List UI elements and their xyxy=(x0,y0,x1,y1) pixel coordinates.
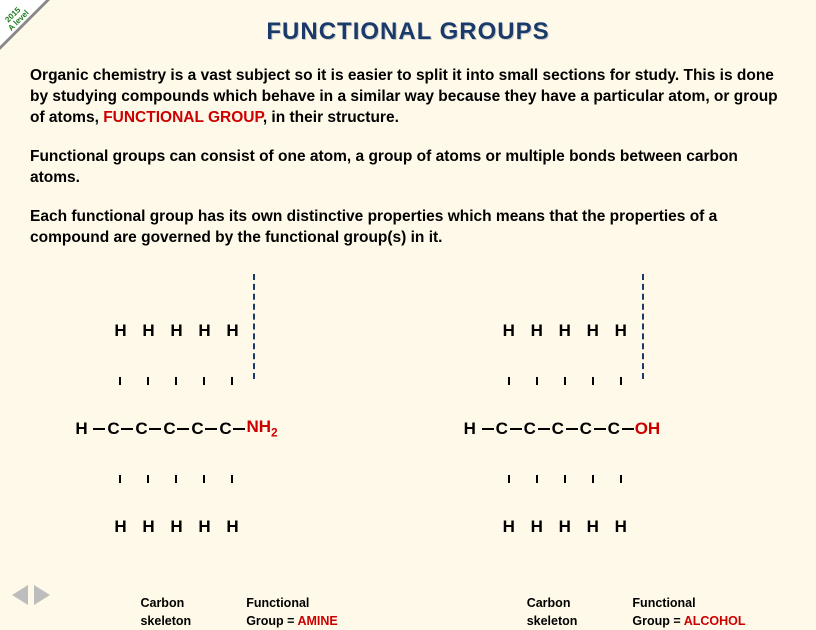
nav-arrows xyxy=(12,585,50,605)
page-title: FUNCTIONAL GROUPS xyxy=(0,0,816,46)
functional-group-nh2: NH2 xyxy=(246,418,277,439)
structures-row: H H H H H H C C C C C NH2 xyxy=(0,266,816,630)
structure-alcohol: H H H H H H C C C C C OH xyxy=(459,286,746,630)
paragraph-2: Functional groups can consist of one ato… xyxy=(30,147,786,189)
highlight-functional-group: FUNCTIONAL GROUP xyxy=(103,109,263,126)
next-arrow-icon[interactable] xyxy=(34,585,50,605)
divider-2 xyxy=(642,274,644,379)
body-text: Organic chemistry is a vast subject so i… xyxy=(0,46,816,248)
structure-amine: H H H H H H C C C C C NH2 xyxy=(70,286,337,630)
functional-group-oh: OH xyxy=(635,420,661,437)
paragraph-3: Each functional group has its own distin… xyxy=(30,207,786,249)
prev-arrow-icon[interactable] xyxy=(12,585,28,605)
paragraph-1: Organic chemistry is a vast subject so i… xyxy=(30,66,786,129)
divider-1 xyxy=(253,274,255,379)
